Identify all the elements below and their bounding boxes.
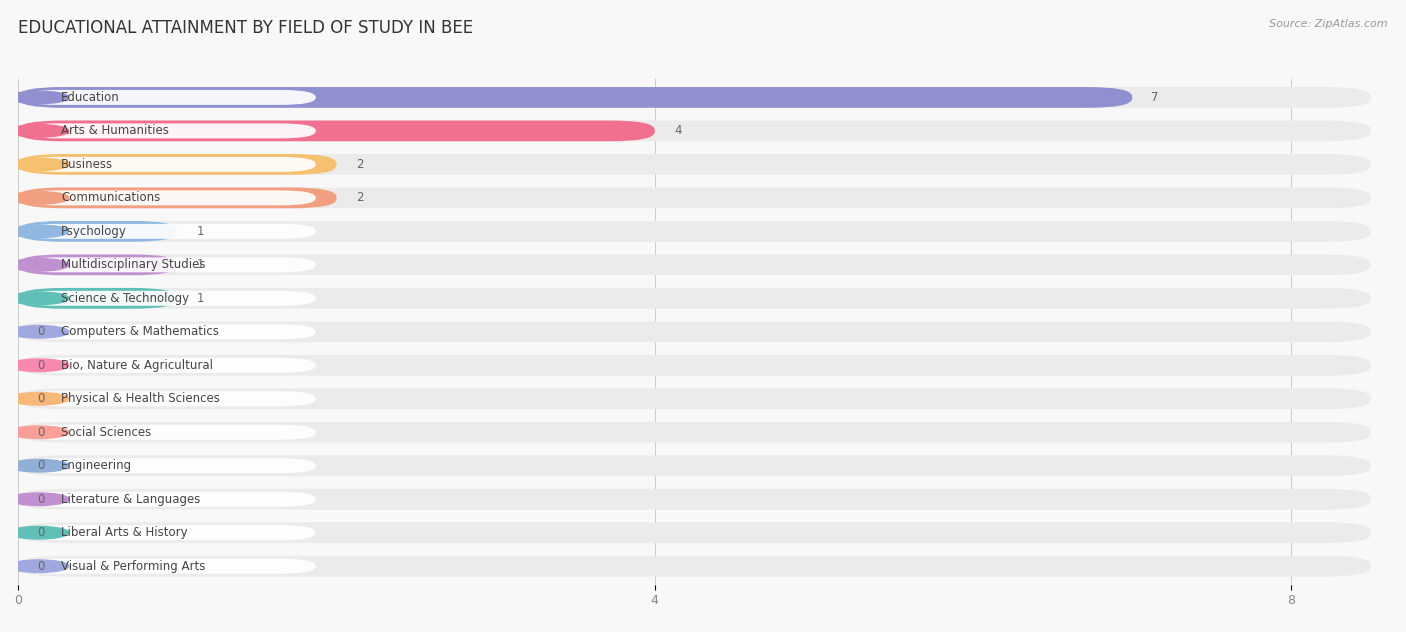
Text: Literature & Languages: Literature & Languages [62,493,201,506]
FancyBboxPatch shape [18,154,1371,175]
Text: 0: 0 [38,426,45,439]
Text: Computers & Mathematics: Computers & Mathematics [62,325,219,338]
Circle shape [8,325,69,338]
Text: Psychology: Psychology [62,225,127,238]
FancyBboxPatch shape [21,291,316,306]
Circle shape [8,392,69,405]
Circle shape [8,191,69,204]
Text: 4: 4 [673,125,682,137]
Circle shape [8,125,69,137]
Text: 0: 0 [38,493,45,506]
Text: 1: 1 [197,258,204,271]
Text: Engineering: Engineering [62,459,132,472]
FancyBboxPatch shape [21,123,316,138]
FancyBboxPatch shape [18,188,336,209]
FancyBboxPatch shape [21,90,316,105]
Circle shape [8,258,69,271]
FancyBboxPatch shape [21,492,316,507]
FancyBboxPatch shape [18,556,1371,576]
Text: EDUCATIONAL ATTAINMENT BY FIELD OF STUDY IN BEE: EDUCATIONAL ATTAINMENT BY FIELD OF STUDY… [18,19,474,37]
FancyBboxPatch shape [18,389,1371,409]
FancyBboxPatch shape [18,221,177,241]
Circle shape [8,91,69,104]
Text: Visual & Performing Arts: Visual & Performing Arts [62,560,205,573]
Text: 0: 0 [38,325,45,338]
Circle shape [8,459,69,472]
Text: 0: 0 [38,359,45,372]
Text: Communications: Communications [62,191,160,204]
Text: 0: 0 [38,392,45,405]
Circle shape [8,225,69,238]
FancyBboxPatch shape [18,455,1371,476]
FancyBboxPatch shape [18,322,1371,342]
Text: 0: 0 [38,459,45,472]
FancyBboxPatch shape [18,188,1371,209]
FancyBboxPatch shape [18,255,1371,275]
FancyBboxPatch shape [18,489,1371,509]
FancyBboxPatch shape [21,458,316,473]
FancyBboxPatch shape [18,288,177,308]
Text: Bio, Nature & Agricultural: Bio, Nature & Agricultural [62,359,214,372]
FancyBboxPatch shape [18,121,655,142]
FancyBboxPatch shape [21,257,316,272]
FancyBboxPatch shape [18,87,1132,108]
FancyBboxPatch shape [21,559,316,574]
Circle shape [8,560,69,573]
FancyBboxPatch shape [18,154,336,175]
Text: Source: ZipAtlas.com: Source: ZipAtlas.com [1270,19,1388,29]
FancyBboxPatch shape [21,525,316,540]
Text: Arts & Humanities: Arts & Humanities [62,125,169,137]
Circle shape [8,158,69,171]
Circle shape [8,526,69,539]
Text: Liberal Arts & History: Liberal Arts & History [62,526,188,539]
Circle shape [8,493,69,506]
Text: 7: 7 [1152,91,1159,104]
FancyBboxPatch shape [18,255,177,275]
FancyBboxPatch shape [18,355,1371,375]
FancyBboxPatch shape [21,425,316,440]
Text: 1: 1 [197,292,204,305]
FancyBboxPatch shape [18,522,1371,543]
Text: 0: 0 [38,560,45,573]
FancyBboxPatch shape [21,157,316,172]
Circle shape [8,292,69,305]
FancyBboxPatch shape [21,358,316,373]
Circle shape [8,359,69,372]
FancyBboxPatch shape [21,391,316,406]
Text: Science & Technology: Science & Technology [62,292,190,305]
Text: Physical & Health Sciences: Physical & Health Sciences [62,392,221,405]
FancyBboxPatch shape [21,224,316,239]
Text: 2: 2 [356,158,363,171]
FancyBboxPatch shape [18,221,1371,241]
FancyBboxPatch shape [21,190,316,205]
FancyBboxPatch shape [18,288,1371,308]
Text: Business: Business [62,158,114,171]
FancyBboxPatch shape [18,87,1371,108]
FancyBboxPatch shape [18,422,1371,442]
Text: 0: 0 [38,526,45,539]
Circle shape [8,426,69,439]
Text: Social Sciences: Social Sciences [62,426,152,439]
Text: Multidisciplinary Studies: Multidisciplinary Studies [62,258,205,271]
Text: Education: Education [62,91,120,104]
Text: 1: 1 [197,225,204,238]
FancyBboxPatch shape [18,121,1371,142]
Text: 2: 2 [356,191,363,204]
FancyBboxPatch shape [21,324,316,339]
